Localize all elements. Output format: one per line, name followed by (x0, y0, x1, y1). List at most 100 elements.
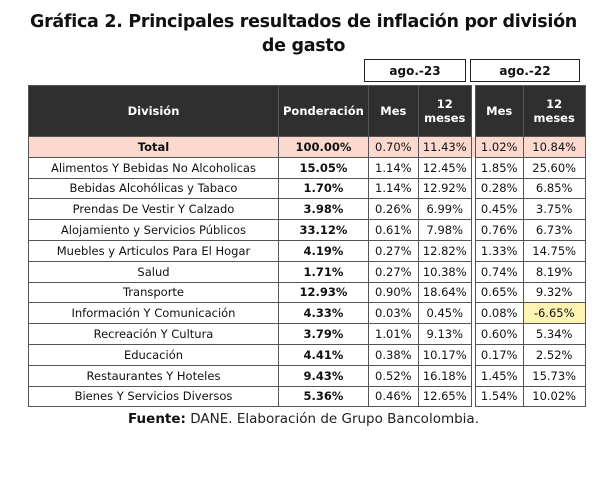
chart-title-line2: de gasto (261, 36, 346, 56)
table-row: Educación 4.41% 0.38% 10.17% 0.17% 2.52% (28, 343, 586, 366)
header-12meses-ago22: 12 meses (522, 85, 586, 137)
cell-12meses-ago23: 6.99% (417, 198, 472, 221)
cell-12meses-ago23: 10.38% (417, 260, 472, 283)
table-row: Alimentos Y Bebidas No Alcoholicas 15.05%… (28, 156, 586, 179)
column-gap (471, 157, 476, 179)
table-header-row: División Ponderación Mes 12 meses Mes 12… (28, 85, 586, 137)
column-gap (471, 323, 476, 345)
cell-12meses-ago22: 6.73% (522, 219, 586, 241)
cell-division: Alojamiento y Servicios Públicos (28, 219, 279, 241)
table-body: Total 100.00% 0.70% 11.43% 1.02% 10.84% Alimen… (28, 136, 586, 408)
inflation-table: División Ponderación Mes 12 meses Mes 12… (28, 85, 586, 408)
cell-12meses-ago22: 15.73% (522, 364, 586, 387)
cell-ponderacion: 15.05% (278, 156, 369, 179)
table-row: Prendas De Vestir Y Calzado 3.98% 0.26% 6.9… (28, 198, 586, 221)
column-gap (471, 261, 476, 283)
cell-ponderacion: 4.41% (278, 343, 369, 366)
source-text: DANE. Elaboración de Grupo Bancolombia. (185, 411, 479, 427)
cell-ponderacion: 4.19% (278, 239, 369, 262)
column-gap (471, 198, 476, 220)
table-row: Restaurantes Y Hoteles 9.43% 0.52% 16.18% 1.… (28, 364, 586, 387)
cell-12meses-ago23: 12.92% (417, 177, 472, 200)
header-division: División (28, 85, 279, 137)
cell-12meses-ago23: 12.82% (417, 239, 472, 262)
cell-12meses-ago22: 25.60% (522, 156, 586, 179)
cell-mes-ago22: 0.17% (474, 343, 524, 366)
column-gap (471, 178, 476, 199)
cell-mes-ago23: 0.61% (367, 219, 419, 241)
cell-mes-ago23: 0.46% (367, 385, 419, 408)
header-mes-ago22: Mes (474, 85, 524, 137)
cell-mes-ago23: 0.90% (367, 281, 419, 304)
cell-mes-ago23: 0.27% (367, 260, 419, 283)
column-gap (471, 85, 476, 137)
cell-12meses-ago23: 16.18% (417, 364, 472, 387)
cell-mes-ago23: 0.27% (367, 239, 419, 262)
cell-12meses-ago22: 9.32% (522, 281, 586, 304)
cell-mes-ago23: 0.70% (367, 136, 419, 158)
source-label: Fuente: (128, 411, 186, 427)
period-label-ago22: ago.-22 (470, 59, 580, 82)
cell-division: Bienes Y Servicios Diversos (28, 385, 279, 408)
column-gap (471, 282, 476, 303)
cell-ponderacion: 3.79% (278, 323, 369, 345)
cell-division: Muebles y Articulos Para El Hogar (28, 239, 279, 262)
cell-division: Recreación Y Cultura (28, 323, 279, 345)
cell-division: Prendas De Vestir Y Calzado (28, 198, 279, 221)
table-row: Alojamiento y Servicios Públicos 33.12% 0.… (28, 219, 586, 241)
cell-ponderacion: 5.36% (278, 385, 369, 408)
cell-12meses-ago22: 5.34% (522, 323, 586, 345)
table-row: Salud 1.71% 0.27% 10.38% 0.74% 8.19% (28, 260, 586, 283)
cell-mes-ago23: 1.01% (367, 323, 419, 345)
cell-mes-ago22: 0.60% (474, 323, 524, 345)
cell-mes-ago22: 0.76% (474, 219, 524, 241)
cell-mes-ago23: 0.38% (367, 343, 419, 366)
cell-mes-ago22: 1.85% (474, 156, 524, 179)
cell-mes-ago22: 0.08% (474, 302, 524, 325)
cell-ponderacion: 9.43% (278, 364, 369, 387)
table-row: Recreación Y Cultura 3.79% 1.01% 9.13% 0.60%… (28, 323, 586, 345)
column-gap (471, 344, 476, 366)
chart-title-line1: Gráfica 2. Principales resultados de inf… (30, 12, 577, 32)
cell-mes-ago22: 1.54% (474, 385, 524, 408)
cell-ponderacion: 1.71% (278, 260, 369, 283)
table-row: Bienes Y Servicios Diversos 5.36% 0.46% 12.… (28, 385, 586, 408)
cell-mes-ago22: 0.45% (474, 198, 524, 221)
cell-mes-ago23: 0.03% (367, 302, 419, 325)
cell-division: Transporte (28, 281, 279, 304)
period-label-ago23: ago.-23 (364, 59, 466, 82)
cell-12meses-ago22: 3.75% (522, 198, 586, 221)
cell-ponderacion: 100.00% (278, 136, 369, 158)
column-gap (471, 219, 476, 241)
cell-mes-ago22: 1.02% (474, 136, 524, 158)
cell-mes-ago22: 0.74% (474, 260, 524, 283)
cell-mes-ago23: 1.14% (367, 156, 419, 179)
cell-12meses-ago22: 2.52% (522, 343, 586, 366)
cell-mes-ago23: 0.52% (367, 364, 419, 387)
header-mes-ago23: Mes (367, 85, 419, 137)
column-gap (471, 365, 476, 387)
cell-12meses-ago23: 12.65% (417, 385, 472, 408)
cell-12meses-ago23: 10.17% (417, 343, 472, 366)
cell-division: Información Y Comunicación (28, 302, 279, 325)
cell-mes-ago22: 0.28% (474, 177, 524, 200)
cell-mes-ago22: 1.45% (474, 364, 524, 387)
cell-ponderacion: 1.70% (278, 177, 369, 200)
cell-division: Salud (28, 260, 279, 283)
cell-ponderacion: 3.98% (278, 198, 369, 221)
cell-division: Educación (28, 343, 279, 366)
cell-division: Restaurantes Y Hoteles (28, 364, 279, 387)
cell-12meses-ago23: 18.64% (417, 281, 472, 304)
cell-mes-ago23: 1.14% (367, 177, 419, 200)
cell-12meses-ago23: 12.45% (417, 156, 472, 179)
cell-mes-ago22: 1.33% (474, 239, 524, 262)
cell-12meses-ago22: 8.19% (522, 260, 586, 283)
cell-division: Alimentos Y Bebidas No Alcoholicas (28, 156, 279, 179)
cell-mes-ago23: 0.26% (367, 198, 419, 221)
cell-ponderacion: 12.93% (278, 281, 369, 304)
table-row: Transporte 12.93% 0.90% 18.64% 0.65% 9.32% (28, 281, 586, 304)
cell-12meses-ago22: 10.02% (522, 385, 586, 408)
cell-12meses-ago23: 7.98% (417, 219, 472, 241)
table-row-total: Total 100.00% 0.70% 11.43% 1.02% 10.84% (28, 136, 586, 158)
cell-12meses-ago23: 0.45% (417, 302, 472, 325)
